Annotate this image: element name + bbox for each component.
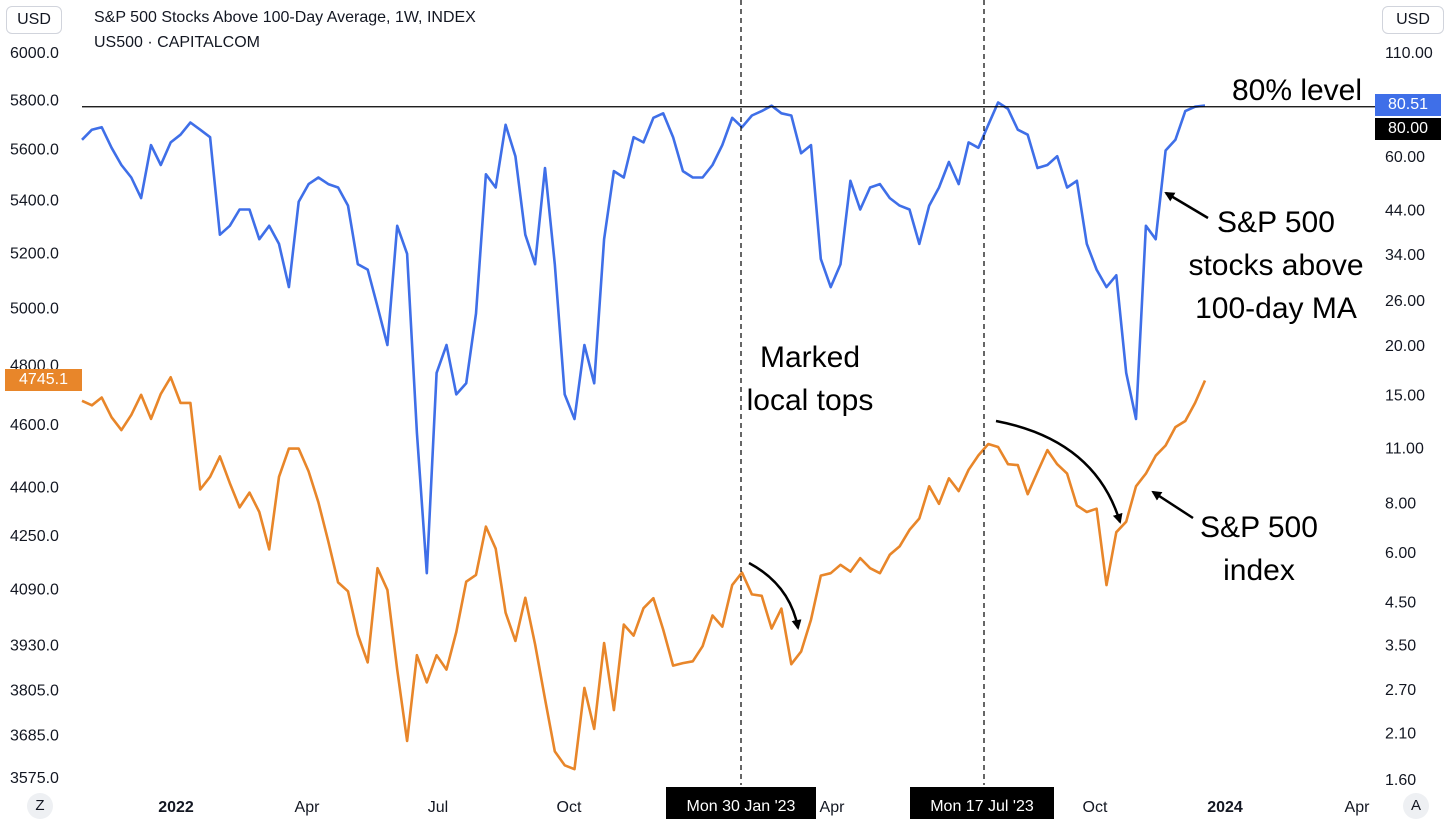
local-tops-annotation: local tops (747, 384, 874, 417)
right-tick-label: 1.60 (1385, 772, 1416, 789)
left-currency-label: USD (17, 11, 51, 28)
left-price-axis: 6000.05800.05600.05400.05200.05000.04800… (10, 45, 59, 787)
sp500-arrow (1151, 490, 1194, 520)
marker-date-box-2 (910, 787, 1054, 819)
left-currency-badge[interactable]: USD (6, 6, 62, 34)
time-tick-label: Apr (820, 799, 846, 816)
time-tick-label: Apr (1345, 799, 1371, 816)
level-value-tag: 80.00 (1375, 118, 1441, 140)
sp500-series-line (81, 375, 1207, 771)
right-tick-label: 6.00 (1385, 545, 1416, 562)
right-tick-label: 20.00 (1385, 338, 1425, 355)
marker-date-label-1: Mon 30 Jan '23 (687, 798, 796, 815)
breadth-series-annotation: 100-day MA (1195, 292, 1357, 325)
right-currency-label: USD (1396, 11, 1430, 28)
chart-subtitle: US500 · CAPITALCOM (94, 34, 260, 51)
time-tick-label: Jul (428, 799, 448, 816)
left-tick-label: 4250.0 (10, 528, 59, 545)
time-tick-label: Oct (1083, 799, 1108, 816)
left-tick-label: 3575.0 (10, 770, 59, 787)
right-tick-label: 8.00 (1385, 495, 1416, 512)
left-tick-label: 5800.0 (10, 92, 59, 109)
left-tick-label: 5400.0 (10, 193, 59, 210)
time-tick-label: 2022 (158, 799, 194, 816)
right-tick-label: 11.00 (1385, 441, 1424, 458)
left-tick-label: 6000.0 (10, 45, 59, 62)
sp500-series-annotation: S&P 500 (1200, 511, 1318, 544)
breadth-value-tag: 80.51 (1375, 94, 1441, 116)
right-tick-label: 15.00 (1385, 387, 1425, 404)
right-currency-badge[interactable]: USD (1382, 6, 1444, 34)
right-tick-label: 34.00 (1385, 247, 1425, 264)
left-tick-label: 3685.0 (10, 728, 59, 745)
left-tick-label: 5600.0 (10, 142, 59, 159)
right-breadth-axis: 110.00 60.00 44.00 34.00 26.00 20.00 15.00 11.0… (1385, 45, 1433, 789)
breadth-series-line (81, 101, 1206, 575)
left-tick-label: 5000.0 (10, 300, 59, 317)
left-tick-label: 4600.0 (10, 417, 59, 434)
left-tick-label: 4400.0 (10, 479, 59, 496)
sp500-series-annotation: index (1223, 554, 1295, 587)
right-tick-label: 110.00 (1385, 45, 1433, 62)
right-tick-label: 3.50 (1385, 637, 1416, 654)
right-tick-label: 2.70 (1385, 682, 1416, 699)
right-tick-label: 2.10 (1385, 725, 1416, 742)
left-tick-label: 4090.0 (10, 582, 59, 599)
chart-title: S&P 500 Stocks Above 100-Day Average, 1W… (94, 9, 476, 26)
sp500-price-tag: 4745.1 (5, 369, 82, 391)
left-tick-label: 3930.0 (10, 637, 59, 654)
level-80-annotation: 80% level (1232, 74, 1362, 107)
breadth-series-annotation: S&P 500 (1217, 206, 1335, 239)
breadth-series-annotation: stocks above (1188, 249, 1363, 282)
left-tick-label: 5200.0 (10, 245, 59, 262)
local-tops-annotation: Marked (760, 341, 860, 374)
auto-scale-button[interactable]: A (1403, 793, 1429, 819)
breadth-arrow (1164, 191, 1209, 220)
jul-decline-arrow (995, 419, 1123, 524)
marker-date-label-2: Mon 17 Jul '23 (930, 798, 1034, 815)
right-tick-label: 44.00 (1385, 202, 1425, 219)
left-tick-label: 3805.0 (10, 683, 59, 700)
time-axis: 2022 Apr Jul Oct Apr Oct 2024 Apr (158, 799, 1370, 816)
right-tick-label: 4.50 (1385, 594, 1416, 611)
jan-decline-arrow (748, 561, 802, 630)
timezone-button[interactable]: Z (27, 793, 53, 819)
time-tick-label: Oct (557, 799, 582, 816)
right-tick-label: 60.00 (1385, 149, 1425, 166)
time-tick-label: Apr (295, 799, 321, 816)
right-tick-label: 26.00 (1385, 293, 1425, 310)
time-tick-label: 2024 (1207, 799, 1243, 816)
marker-date-box-1 (666, 787, 816, 819)
